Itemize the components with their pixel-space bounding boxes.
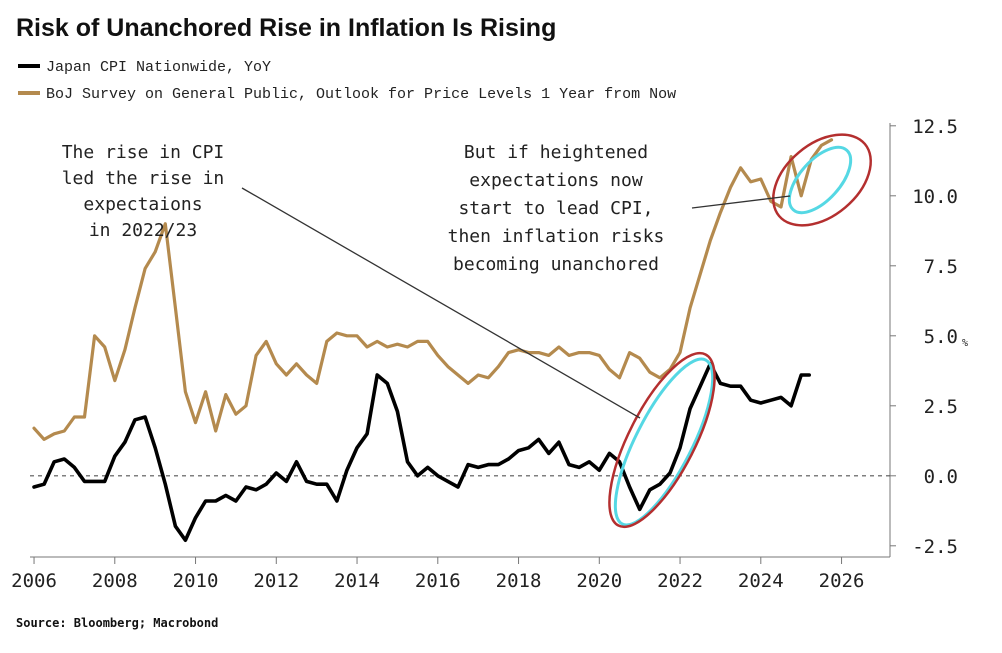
x-tick-label: 2016 [415, 570, 461, 592]
x-tick-label: 2020 [576, 570, 622, 592]
y-tick-label: 2.5 [924, 396, 958, 418]
x-tick-label: 2026 [819, 570, 865, 592]
annotation-right-line-2: expectations now [469, 170, 643, 191]
source-note: Source: Bloomberg; Macrobond [16, 616, 218, 630]
highlights [608, 133, 872, 529]
highlight-cyan-ellipse-2021 [613, 357, 715, 527]
chart-title: Risk of Unanchored Rise in Inflation Is … [16, 14, 556, 42]
x-tick-label: 2010 [173, 570, 219, 592]
y-tick-label: 12.5 [912, 116, 958, 138]
annotation-left: The rise in CPI led the rise in expectai… [62, 142, 225, 241]
x-tick-label: 2006 [11, 570, 57, 592]
y-tick-label: 0.0 [924, 466, 958, 488]
highlight-red-ellipse-2021 [608, 351, 716, 529]
legend: Japan CPI Nationwide, YoY BoJ Survey on … [18, 59, 676, 103]
annotation-right-line-1: But if heightened [464, 142, 648, 163]
y-tick-label: 10.0 [912, 186, 958, 208]
annotation-left-line-2: led the rise in [62, 168, 225, 189]
y-axis: -2.5 0.0 2.5 5.0 7.5 10.0 12.5 [890, 116, 958, 558]
annotation-left-line-3: expectaions [83, 194, 202, 215]
annotation-right-line-5: becoming unanchored [453, 254, 659, 275]
legend-label-boj: BoJ Survey on General Public, Outlook fo… [46, 86, 676, 103]
x-tick-label: 2018 [496, 570, 542, 592]
x-tick-label: 2014 [334, 570, 380, 592]
series-layer [32, 138, 834, 542]
annotation-left-line-1: The rise in CPI [62, 142, 225, 163]
annotation-pointer-left [241, 187, 641, 419]
x-tick-label: 2012 [253, 570, 299, 592]
x-axis: 2006 2008 2010 2012 2014 2016 2018 2020 2022 2024… [11, 557, 864, 592]
y-tick-label: -2.5 [912, 536, 958, 558]
x-tick-label: 2022 [657, 570, 703, 592]
y-tick-label: 5.0 [924, 326, 958, 348]
highlight-cyan-ellipse-2025 [787, 145, 853, 215]
x-tick-label: 2008 [92, 570, 138, 592]
annotation-right: But if heightened expectations now start… [448, 142, 665, 275]
x-tick-label: 2024 [738, 570, 784, 592]
series-line-boj-survey [32, 138, 834, 441]
annotation-right-line-4: then inflation risks [448, 226, 665, 247]
annotation-pointer-right [691, 195, 791, 209]
annotation-left-line-4: in 2022/23 [89, 220, 197, 241]
annotation-right-line-3: start to lead CPI, [458, 198, 653, 219]
y-tick-label: 7.5 [924, 256, 958, 278]
legend-label-cpi: Japan CPI Nationwide, YoY [46, 59, 271, 76]
highlight-red-ellipse-2025 [772, 133, 872, 227]
series-line-japan-cpi [32, 362, 811, 542]
unit-label: % [962, 338, 968, 349]
